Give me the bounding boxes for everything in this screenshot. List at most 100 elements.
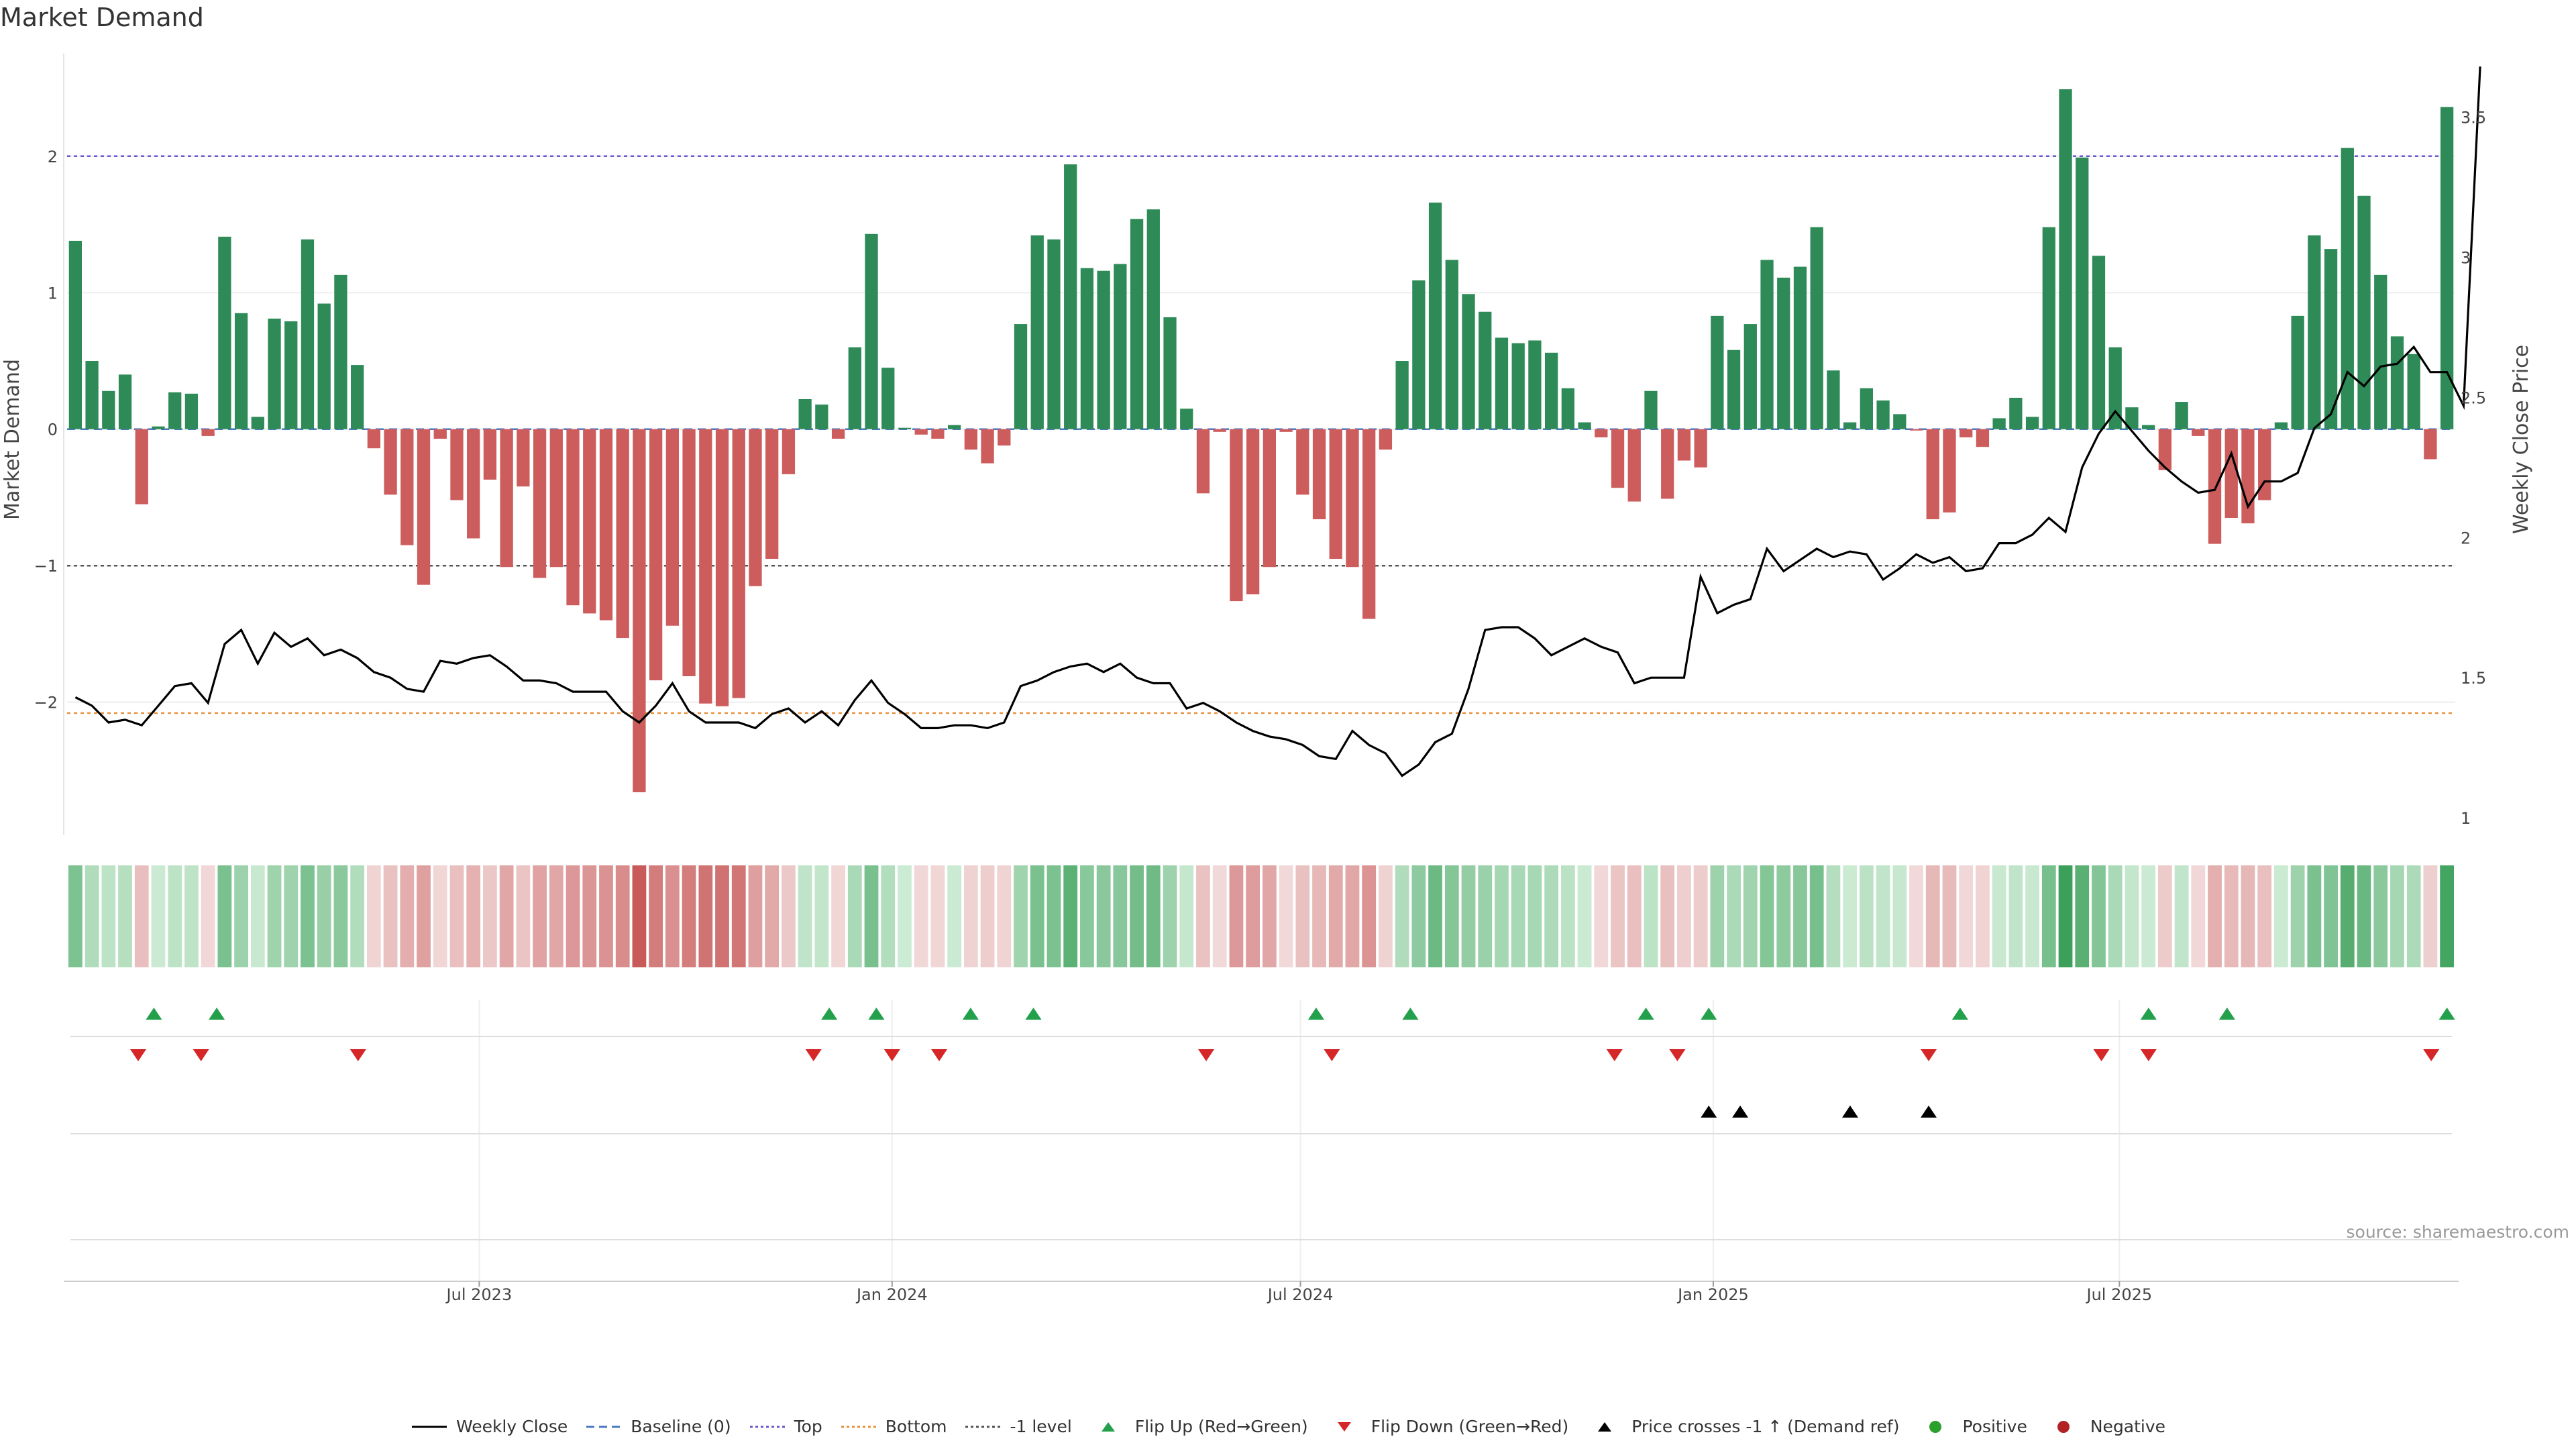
demand-bar <box>1312 429 1326 520</box>
demand-bar <box>2308 235 2321 429</box>
legend-label: Bottom <box>885 1417 947 1436</box>
heat-cell <box>947 865 962 967</box>
legend-item-top: Top <box>749 1417 822 1436</box>
heat-cell <box>682 865 696 967</box>
demand-bar <box>2125 407 2139 429</box>
price-cross-marker <box>1732 1106 1749 1118</box>
legend-label: Baseline (0) <box>631 1417 731 1436</box>
demand-bar <box>1711 315 1724 429</box>
y-tick-label: −1 <box>34 557 58 576</box>
demand-bar <box>483 429 497 480</box>
heat-cell <box>914 865 928 967</box>
flip-up-marker <box>209 1008 225 1020</box>
demand-bar <box>184 393 199 429</box>
demand-bar <box>732 429 745 698</box>
demand-bar <box>2274 422 2288 429</box>
heat-cell <box>1046 865 1061 967</box>
demand-bar <box>2341 148 2354 429</box>
heat-cell <box>1362 865 1377 967</box>
heat-cell <box>1644 865 1658 967</box>
heat-cell <box>2141 865 2156 967</box>
heat-cell <box>1279 865 1293 967</box>
flip-down-marker <box>1606 1049 1623 1061</box>
heat-cell <box>1992 865 2006 967</box>
flip-up-marker <box>1951 1008 1968 1020</box>
demand-bar <box>1909 429 1923 431</box>
heat-cell <box>1776 865 1791 967</box>
legend-item-baseline: Baseline (0) <box>585 1417 731 1436</box>
demand-bar <box>1810 227 1823 429</box>
demand-bar <box>1727 350 1741 429</box>
x-tick-label: Jul 2025 <box>2085 1285 2152 1304</box>
demand-bar <box>1064 164 1077 429</box>
demand-bar <box>1694 429 1707 468</box>
heat-cell <box>2357 865 2371 967</box>
heat-cell <box>2324 865 2338 967</box>
demand-bar <box>350 365 364 429</box>
demand-bar <box>2208 429 2222 544</box>
demand-bar <box>334 274 347 429</box>
demand-bar <box>2324 249 2338 429</box>
heat-cell <box>1395 865 1409 967</box>
demand-bar <box>2108 347 2122 429</box>
y2-tick-label: 1.5 <box>2461 669 2486 688</box>
heat-cell <box>433 865 447 967</box>
demand-bar <box>1479 311 1492 429</box>
demand-bar <box>1511 343 1525 429</box>
demand-bar <box>1793 266 1807 429</box>
demand-bar <box>1860 388 1874 429</box>
y2-tick-label: 3 <box>2461 248 2471 267</box>
demand-bar <box>566 429 580 606</box>
heat-cell <box>549 865 564 967</box>
heat-cell <box>1428 865 1442 967</box>
heat-cell <box>2075 865 2090 967</box>
legend-label: Flip Up (Red→Green) <box>1134 1417 1308 1436</box>
heat-cell <box>599 865 613 967</box>
demand-bar <box>1611 429 1625 488</box>
heat-cell <box>301 865 315 967</box>
demand-bar <box>1943 429 1956 513</box>
heat-cell <box>2257 865 2272 967</box>
flip-down-marker <box>350 1049 366 1061</box>
demand-bar <box>1677 429 1691 461</box>
demand-bar <box>2407 354 2420 429</box>
x-tick-label: Jan 2025 <box>1676 1285 1749 1304</box>
heat-cell <box>748 865 763 967</box>
flip-up-marker <box>1307 1008 1324 1020</box>
demand-bar <box>865 233 878 429</box>
y2-tick-label: 2.5 <box>2461 388 2486 407</box>
heat-cell <box>1295 865 1310 967</box>
demand-bar <box>782 429 796 474</box>
demand-bar <box>450 429 464 500</box>
demand-bar <box>1777 277 1790 429</box>
heat-cell <box>267 865 282 967</box>
x-tick-label: Jul 2024 <box>1267 1285 1334 1304</box>
heat-cell <box>118 865 132 967</box>
demand-heat-strip <box>68 865 2455 967</box>
heat-cell <box>317 865 331 967</box>
heat-cell <box>2191 865 2206 967</box>
demand-bar <box>1097 270 1110 429</box>
legend-item-flip_down: Flip Down (Green→Red) <box>1326 1417 1568 1436</box>
legend-label: Positive <box>1962 1417 2027 1436</box>
demand-bar <box>2440 107 2454 429</box>
price-cross-marker <box>1841 1106 1858 1118</box>
price-cross-marker <box>1921 1106 1937 1118</box>
legend-symbol-negative <box>2057 1420 2070 1433</box>
heat-cell <box>1511 865 1525 967</box>
heat-cell <box>1959 865 1974 967</box>
demand-bar <box>218 236 231 429</box>
legend-label: -1 level <box>1010 1417 1072 1436</box>
y-axis-ticks: −2 −1 0 1 2 <box>34 148 58 712</box>
demand-bar <box>517 429 530 487</box>
demand-bar <box>533 429 547 578</box>
demand-bar <box>699 429 712 704</box>
heat-cell <box>864 865 879 967</box>
heat-cell <box>1113 865 1128 967</box>
heat-cell <box>533 865 547 967</box>
y-tick-label: −2 <box>34 694 58 712</box>
legend-item-negative: Negative <box>2045 1417 2165 1436</box>
heat-cell <box>765 865 780 967</box>
heat-cell <box>1925 865 1940 967</box>
heat-cell <box>2307 865 2322 967</box>
